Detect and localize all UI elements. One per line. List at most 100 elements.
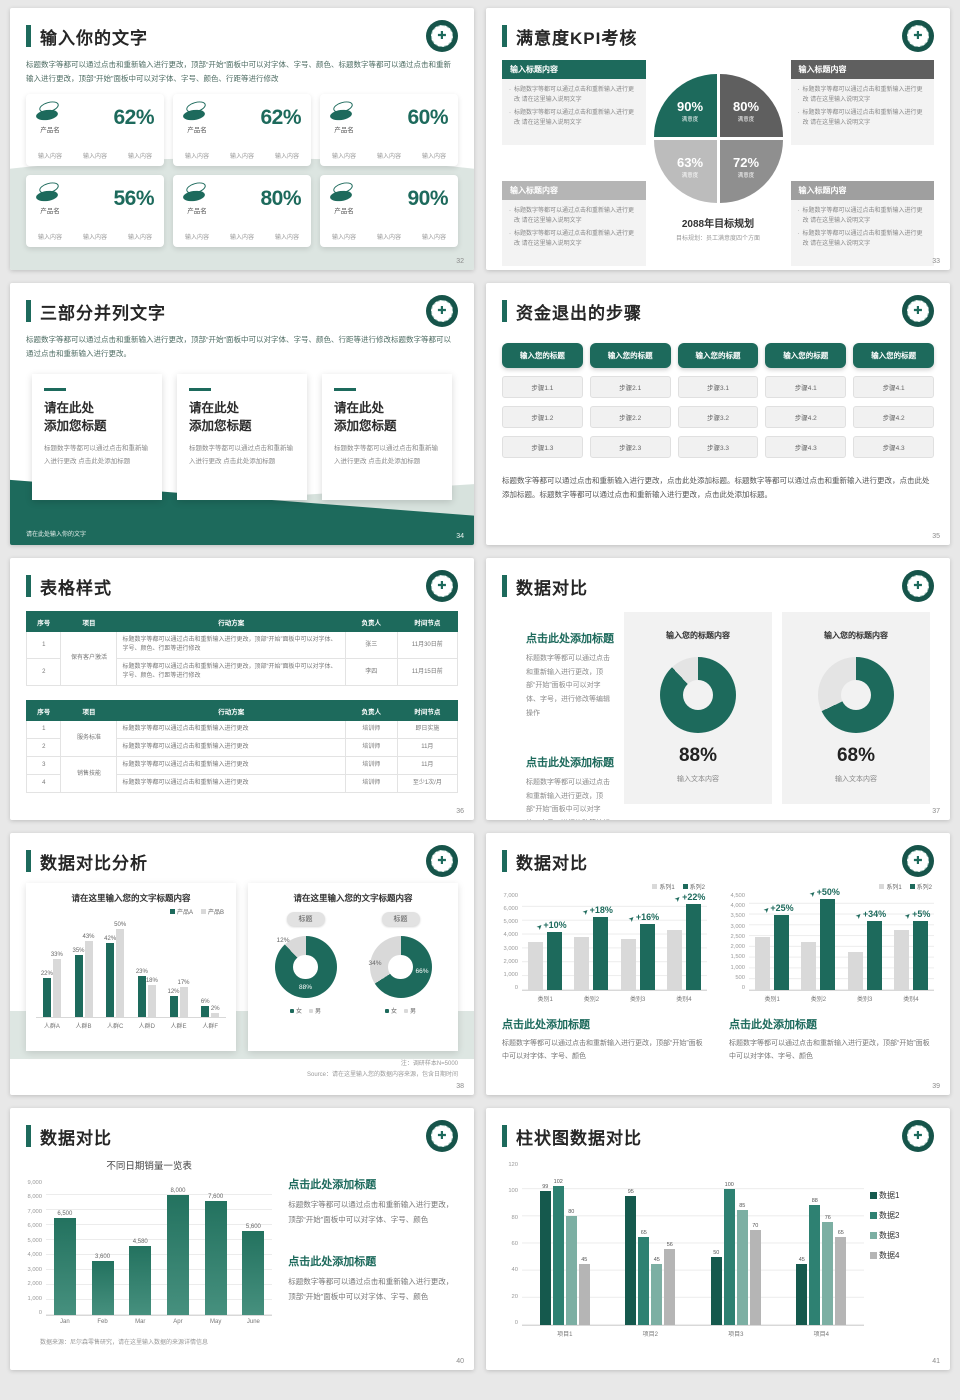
bar-chart: 7,000 6,000 5,000 4,000 3,000 2,000 1,000 0 ➤ +10… <box>502 892 707 1003</box>
slice-label: 66% <box>415 968 429 976</box>
table-header-row: 序号 项目 行动方案 负责人 时间节点 <box>25 700 459 721</box>
bar-group: 22% 33% <box>36 918 68 1017</box>
bullet-dot-icon: · <box>797 87 800 93</box>
slide-title: 数据对比分析 <box>40 853 148 873</box>
kpi-right-column: 输入标题内容 · 标题数字等都可以通过点击和重新输入进行更改 请在这里输入说明文字… <box>790 60 934 266</box>
legend-label: 产品B <box>207 910 224 916</box>
bar-group: ➤ +25% <box>749 893 795 990</box>
bar-value-label: 50 <box>713 1250 720 1257</box>
product-card: 产品名 56% 输入内容 输入内容 输入内容 <box>26 175 164 247</box>
bar-value-label: 18% <box>145 978 158 985</box>
slide-38: 数据对比分析 ✚ 请在这里输入您的文字标题内容 产品A 产品B 22% 33% 35… <box>10 833 474 1095</box>
step-column: 输入您的标题 步骤3.1 步骤3.2 步骤3.3 <box>677 343 759 458</box>
x-tick-label: Feb <box>97 1319 108 1325</box>
product-percentage: 62% <box>113 106 154 129</box>
bullet-text: 标题数字等都可以通过点击和重新输入进行更改 请在这里输入说明文字 <box>802 87 923 103</box>
step-item: 步骤1.1 <box>502 376 583 398</box>
x-tick-label: 人群A <box>43 1024 60 1030</box>
y-tick-label: 20 <box>511 1293 518 1300</box>
bar-value-label: 65 <box>640 1229 647 1236</box>
legend-swatch-icon <box>879 884 885 889</box>
legend-swatch-icon <box>870 1192 877 1199</box>
item-label: 输入内容 <box>376 235 401 241</box>
quadrant-slice: 72% 满意度 <box>719 140 783 203</box>
bar-value-label: 56 <box>666 1241 673 1248</box>
y-tick-label: 2,500 <box>730 933 745 940</box>
x-axis: Jan Feb Mar Apr May June <box>46 1316 272 1328</box>
bar-value-label: 23% <box>135 969 148 976</box>
donut-pair: 标题 12% 88% 女 男 标题 34% 66% <box>258 912 448 1015</box>
growth-label: ➤ +34% <box>855 909 886 921</box>
donut-cards-column: 输入您的标题内容 88% 输入文本内容 输入您的标题内容 68% 输入文本内容 <box>624 612 934 820</box>
legend-swatch-icon <box>870 1232 877 1239</box>
bar-group: 99 102 80 45 <box>522 1162 608 1325</box>
bullet-text: 标题数字等都可以通过点击和重新输入进行更改 请在这里输入说明文字 <box>514 230 635 247</box>
text-block: 点击此处添加标题 标题数字等都可以通过点击和重新输入进行更改，顶部“开始”面板中… <box>288 1253 458 1304</box>
y-tick-label: 7,000 <box>27 1208 42 1215</box>
slide-32: 输入你的文字 ✚ 标题数字等都可以通过点击和重新输入进行更改，顶部“开始”面板中… <box>10 8 474 270</box>
step-column-header: 输入您的标题 <box>589 343 671 368</box>
step-item: 步骤4.1 <box>765 376 847 398</box>
logo-cross-icon: ✚ <box>907 850 929 872</box>
bar-value-label: 102 <box>553 1179 563 1186</box>
y-tick-label: 60 <box>511 1240 518 1247</box>
cell-no: 2 <box>25 738 62 757</box>
hospital-logo: ✚ <box>902 845 934 877</box>
card-items: 输入内容 输入内容 输入内容 <box>36 151 154 160</box>
slide-header: 输入你的文字 ✚ <box>26 20 458 52</box>
block-body: 标题数字等都可以通过点击和重新输入进行更改，顶部“开始”面板中可以对字体、字号、… <box>729 1040 930 1061</box>
slide-36: 表格样式 ✚ 序号 项目 行动方案 负责人 时间节点 1 保有客户激活 标题数字… <box>10 558 474 820</box>
chart-legend: 产品A 产品B <box>38 907 224 916</box>
bar: ➤ +18% <box>582 905 613 990</box>
x-axis: 项目1 项目2 项目3 项目4 <box>522 1326 864 1338</box>
bar: 45 <box>578 1257 590 1325</box>
bar-group: 50 100 85 70 <box>693 1162 779 1325</box>
bar-value-label: 35% <box>72 948 85 955</box>
legend-label: 数据2 <box>879 1211 900 1220</box>
bar-value-label: 70 <box>752 1222 759 1229</box>
bar-value-label: 7,600 <box>208 1194 224 1200</box>
legend-item: 系列1 <box>652 882 675 891</box>
item-label: 输入内容 <box>127 154 152 160</box>
kpi-center-chart: 90% 满意度 80% 满意度 63% 满意度 72% 满意度 2088年目标规划 目标… <box>653 60 783 266</box>
product-card: 产品名 80% 输入内容 输入内容 输入内容 <box>173 175 311 247</box>
bar: 95 <box>625 1189 637 1325</box>
kpi-box-body: · 标题数字等都可以通过点击和重新输入进行更改 请在这里输入说明文字 · 标题数字等… <box>790 79 934 145</box>
page-number: 39 <box>932 1083 940 1090</box>
cell-owner: 张三 <box>344 631 398 659</box>
column-header: 负责人 <box>344 700 398 721</box>
item-label: 输入内容 <box>82 154 107 160</box>
y-axis: 4,500 4,000 3,500 3,000 2,500 2,000 1,500 1,000… <box>729 893 749 1003</box>
donut-caption: 输入文本内容 <box>677 776 719 783</box>
y-tick-label: 5,000 <box>27 1237 42 1244</box>
cell-project: 服务标准 <box>60 720 118 757</box>
bar-group: ➤ +18% <box>568 893 614 990</box>
block-body: 标题数字等都可以通过点击和重新输入进行更改，顶部“开始”面板中可以对字体、字号，… <box>526 779 610 814</box>
donut-tag: 标题 <box>286 912 325 926</box>
block-heading: 点击此处添加标题 <box>526 757 614 770</box>
step-column-header: 输入您的标题 <box>765 343 847 368</box>
slide-33: 满意度KPI考核 ✚ 输入标题内容 · 标题数字等都可以通过点击和重新输入进行更改… <box>486 8 950 270</box>
page-number: 36 <box>456 808 464 815</box>
bar: 43% <box>82 934 95 1017</box>
y-tick-label: 3,000 <box>27 1266 42 1273</box>
card-icon-area: 产品名 <box>329 99 358 134</box>
legend-label: 系列1 <box>659 885 675 891</box>
title-accent-bar <box>502 1125 507 1147</box>
y-tick-label: 1,000 <box>503 971 518 978</box>
x-tick-label: 人群C <box>107 1024 124 1030</box>
x-tick-label: 人群B <box>75 1024 92 1030</box>
text-blocks-column: 点击此处添加标题 标题数字等都可以通过点击和重新输入进行更改，顶部“开始”面板中… <box>288 1154 458 1346</box>
card-body-text: 标题数字等都可以通过点击和重新输入进行更改 点击此处添加标题 <box>334 445 438 465</box>
card-title-line2: 添加您标题 <box>189 419 252 434</box>
bar <box>574 937 590 990</box>
donut-chart-card: 请在这里输入您的文字标题内容 标题 12% 88% 女 男 标题 <box>248 883 458 1051</box>
note-line: 注：调研样本N=5000 <box>400 1061 458 1068</box>
legend-item: 数据4 <box>870 1250 934 1261</box>
y-tick-label: 2,000 <box>503 958 518 965</box>
logo-cross-icon: ✚ <box>907 300 929 322</box>
quadrant-value: 63% <box>676 154 704 170</box>
gender-donut-chart: 12% 88% <box>274 936 337 998</box>
legend-swatch-icon <box>909 884 915 889</box>
